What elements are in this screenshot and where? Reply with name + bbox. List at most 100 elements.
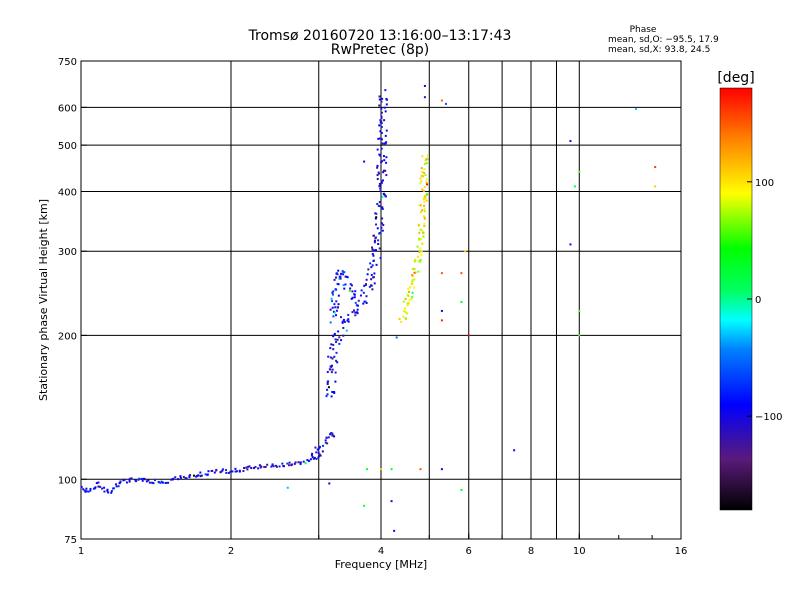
scatter-point (179, 475, 182, 478)
scatter-point (331, 300, 334, 303)
scatter-point (334, 306, 337, 309)
scatter-point (349, 283, 352, 286)
scatter-point (362, 302, 365, 305)
scatter-point (371, 253, 374, 256)
scatter-point (260, 465, 263, 468)
scatter-point (424, 195, 427, 198)
scatter-point (288, 461, 291, 464)
scatter-point (410, 297, 413, 300)
scatter-point (117, 485, 120, 488)
scatter-point (420, 253, 423, 256)
scatter-point (161, 481, 164, 484)
scatter-point (423, 210, 426, 213)
scatter-point (347, 313, 350, 316)
scatter-point (426, 154, 429, 157)
scatter-point (319, 454, 322, 457)
chart-title: Tromsø 20160720 13:16:00–13:17:43 (248, 28, 512, 44)
scatter-point (324, 441, 327, 444)
scatter-point (82, 488, 85, 491)
scatter-point (157, 481, 160, 484)
scatter-point (159, 482, 162, 485)
scatter-point (200, 474, 203, 477)
scatter-point (376, 174, 379, 177)
scatter-point (329, 433, 332, 436)
scatter-point (336, 282, 339, 285)
scatter-point (327, 355, 330, 358)
scatter-point (145, 480, 148, 483)
scatter-point (380, 131, 383, 134)
scatter-point (281, 462, 284, 465)
scatter-point (179, 476, 182, 479)
noise-point (635, 108, 638, 111)
scatter-point (94, 486, 97, 489)
scatter-point (110, 490, 113, 493)
scatter-point (253, 467, 256, 470)
scatter-point (373, 282, 376, 285)
scatter-point (420, 167, 423, 170)
scatter-point (275, 465, 278, 468)
scatter-point (338, 342, 341, 345)
x-tick-label: 4 (378, 546, 384, 557)
scatter-point (411, 291, 414, 294)
scatter-point (379, 119, 382, 122)
scatter-point (243, 466, 246, 469)
scatter-point (332, 434, 335, 437)
scatter-point (372, 234, 375, 237)
scatter-point (353, 309, 356, 312)
scatter-point (92, 487, 95, 490)
scatter-point (333, 303, 336, 306)
scatter-point (363, 284, 366, 287)
noise-point (390, 468, 393, 471)
scatter-point (330, 395, 333, 398)
scatter-point (372, 254, 375, 257)
scatter-point (333, 355, 336, 358)
scatter-point (377, 171, 380, 174)
scatter-point (338, 275, 341, 278)
scatter-point (326, 388, 329, 391)
scatter-point (336, 306, 339, 309)
scatter-point (331, 368, 334, 371)
scatter-point (373, 241, 376, 244)
scatter-point (381, 217, 384, 220)
scatter-point (114, 483, 117, 486)
noise-point (569, 140, 572, 143)
scatter-point (199, 475, 202, 478)
scatter-point (354, 301, 357, 304)
noise-point (573, 185, 576, 188)
scatter-point (192, 474, 195, 477)
scatter-point (398, 317, 401, 320)
scatter-point (315, 451, 318, 454)
scatter-point (376, 177, 379, 180)
scatter-point (384, 134, 387, 137)
scatter-point (310, 454, 313, 457)
scatter-point (356, 308, 359, 311)
scatter-point (118, 482, 121, 485)
scatter-point (385, 174, 388, 177)
scatter-point (333, 390, 336, 393)
scatter-point (325, 395, 328, 398)
noise-point (395, 336, 398, 339)
scatter-point (334, 311, 337, 314)
noise-point (440, 319, 443, 322)
scatter-point (143, 478, 146, 481)
scatter-point (340, 272, 343, 275)
scatter-point (347, 320, 350, 323)
scatter-point (332, 315, 335, 318)
scatter-point (404, 307, 407, 310)
scatter-point (363, 300, 366, 303)
scatter-point (311, 456, 314, 459)
scatter-point (411, 279, 414, 282)
scatter-point (341, 321, 344, 324)
scatter-point (337, 283, 340, 286)
y-tick-label: 750 (58, 57, 77, 68)
scatter-point (378, 104, 381, 107)
scatter-point (404, 311, 407, 314)
scatter-point (379, 187, 382, 190)
scatter-point (125, 481, 128, 484)
scatter-point (385, 98, 388, 101)
scatter-point (299, 461, 302, 464)
scatter-point (246, 468, 249, 471)
scatter-point (80, 485, 83, 488)
scatter-point (346, 319, 349, 322)
scatter-point (385, 141, 388, 144)
